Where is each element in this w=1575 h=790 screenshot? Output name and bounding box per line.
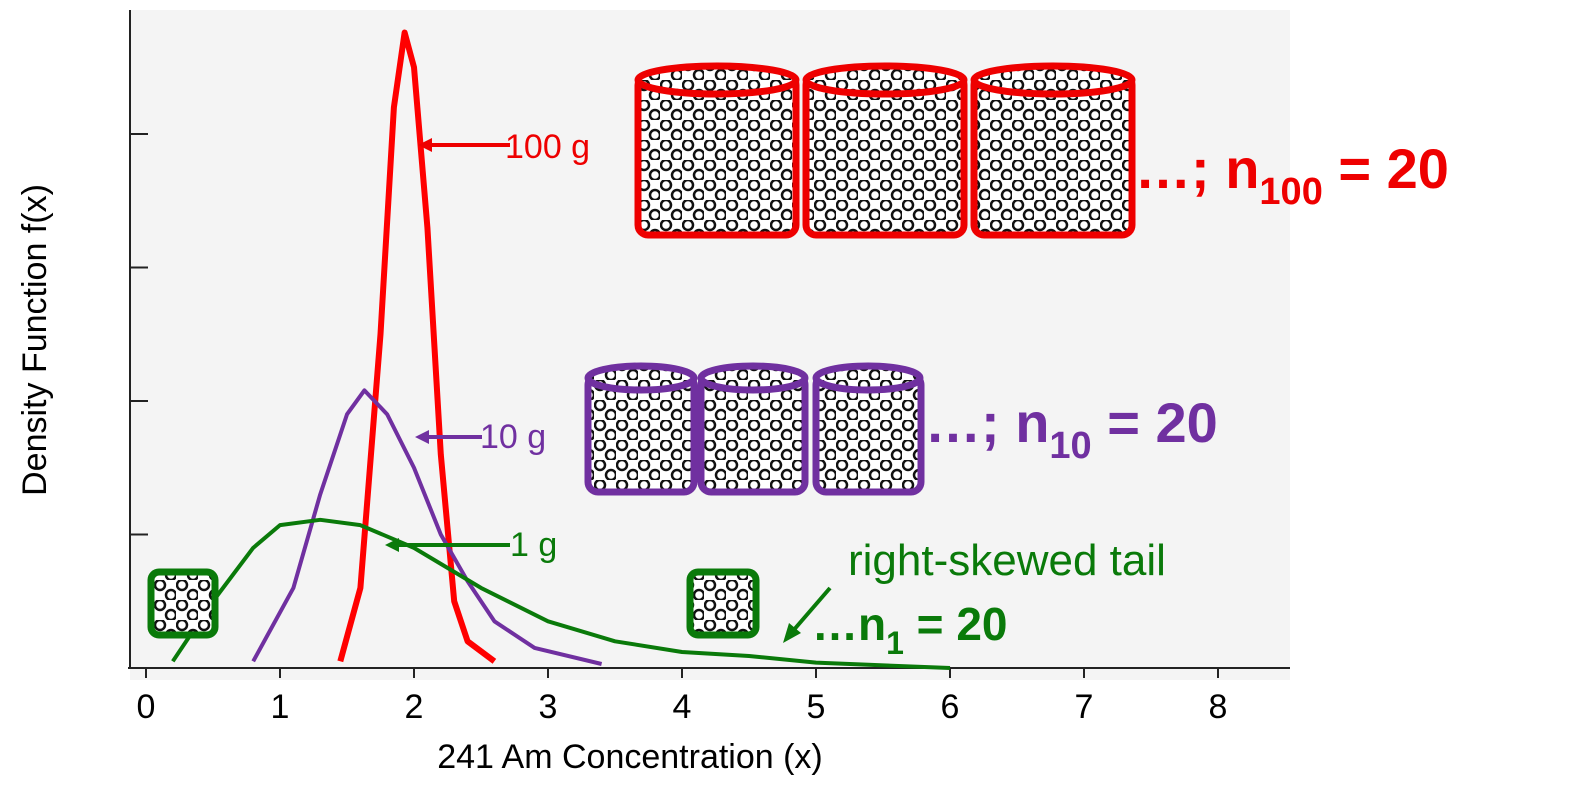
x-tick-label: 6 bbox=[941, 688, 960, 726]
purple-cylinders bbox=[588, 366, 921, 492]
text: …; n bbox=[1135, 137, 1259, 200]
x-tick-label: 4 bbox=[673, 688, 692, 726]
red-cylinders bbox=[638, 66, 1132, 235]
x-axis-title: 241 Am Concentration (x) bbox=[437, 738, 823, 776]
subscript: 100 bbox=[1259, 171, 1322, 213]
text: = 20 bbox=[904, 598, 1008, 650]
series-label: 100 g bbox=[505, 128, 590, 166]
x-tick-label: 1 bbox=[271, 688, 290, 726]
y-axis-title: Density Function f(x) bbox=[16, 184, 54, 496]
x-tick-label: 2 bbox=[405, 688, 424, 726]
series-label: 10 g bbox=[480, 418, 546, 456]
x-tick-label: 5 bbox=[807, 688, 826, 726]
subscript: 10 bbox=[1049, 425, 1091, 467]
text: …n bbox=[812, 598, 886, 650]
text: …; n bbox=[925, 391, 1049, 454]
tail-label: right-skewed tail bbox=[848, 536, 1166, 585]
series-label: 1 g bbox=[510, 526, 557, 564]
x-tick-label: 3 bbox=[539, 688, 558, 726]
text: = 20 bbox=[1323, 137, 1449, 200]
x-tick-label: 7 bbox=[1075, 688, 1094, 726]
x-tick-label: 0 bbox=[137, 688, 156, 726]
text: = 20 bbox=[1092, 391, 1218, 454]
subscript: 1 bbox=[886, 625, 904, 661]
x-tick-label: 8 bbox=[1209, 688, 1228, 726]
chart: 0 1 2 3 4 5 6 7 8 241 Am Concentration (x) Densi… bbox=[0, 0, 1575, 790]
